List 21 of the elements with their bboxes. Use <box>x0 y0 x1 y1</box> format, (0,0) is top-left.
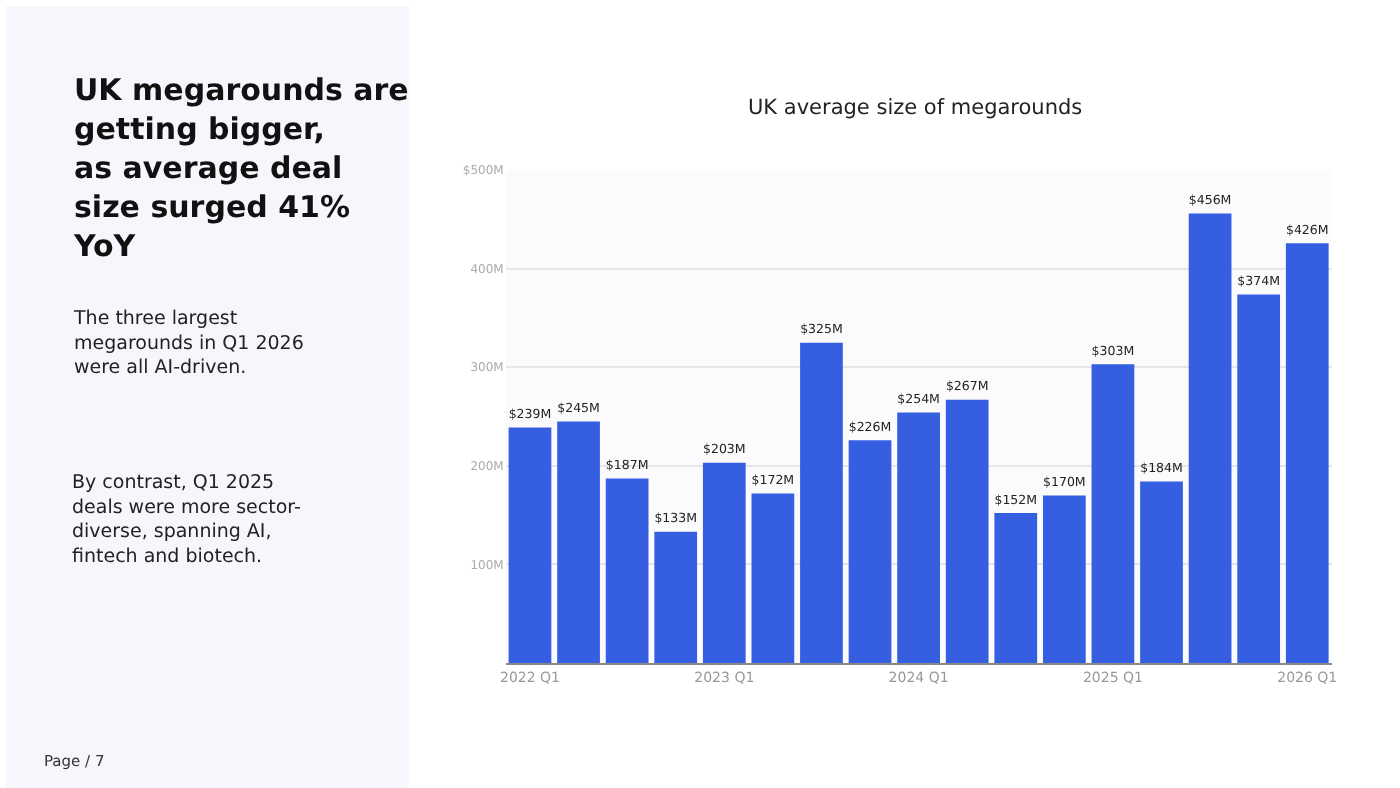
bar <box>1285 243 1329 663</box>
text: The three largest megarounds in Q1 2026 were all AI-driven. <box>72 308 304 380</box>
bar <box>1042 495 1086 663</box>
bar <box>1140 481 1183 663</box>
bar <box>1188 213 1232 663</box>
text: By contrast, Q1 2025 deals were more sector-diverse, spanning AI, fintech and biotech. <box>72 472 301 569</box>
bar <box>605 478 649 663</box>
bar <box>994 513 1038 663</box>
text: UK megarounds are getting bigger, as average deal size surged 41% YoY <box>72 72 409 264</box>
bar <box>945 399 989 663</box>
bar <box>800 342 843 663</box>
bar <box>557 421 600 663</box>
bar <box>1091 364 1135 663</box>
bar <box>702 462 746 663</box>
bar <box>848 440 892 663</box>
chart-subtitle: UK average size of megarounds <box>748 96 1083 120</box>
bar <box>1237 294 1281 663</box>
bar <box>508 427 552 663</box>
bar <box>751 493 795 663</box>
bar <box>654 531 698 663</box>
bar <box>897 412 940 663</box>
